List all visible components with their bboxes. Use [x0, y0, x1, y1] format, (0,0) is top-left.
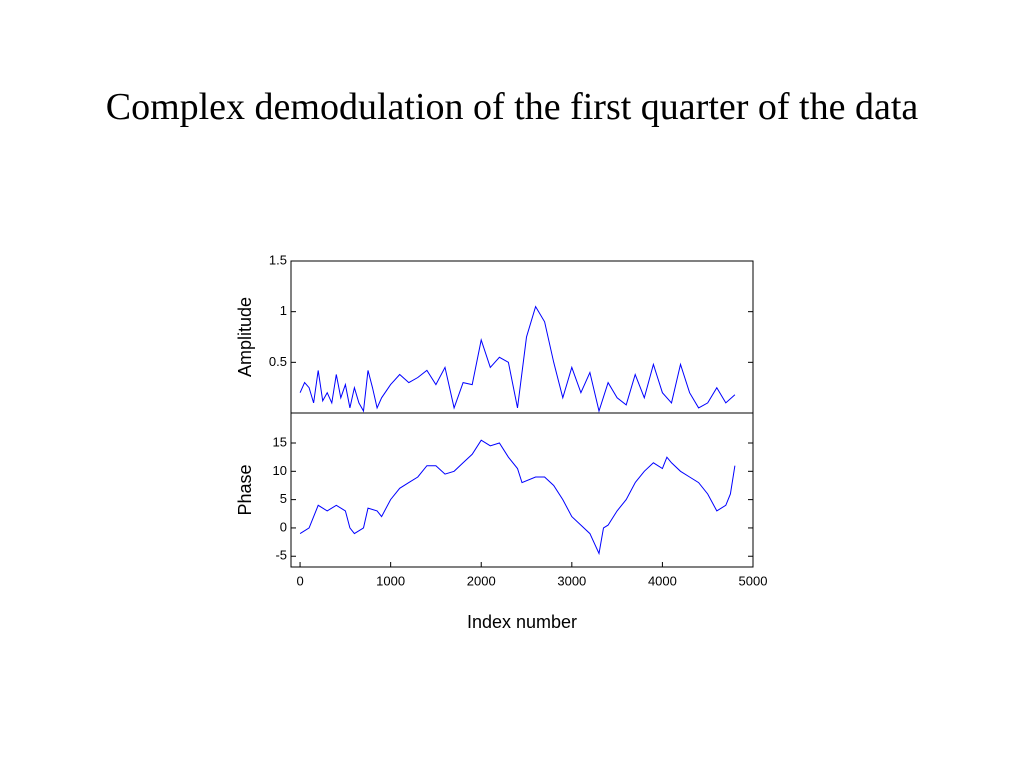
x-tick-label: 1000: [376, 573, 405, 588]
y-tick-label: 10: [273, 463, 287, 478]
y-tick-label: 1.5: [269, 252, 287, 267]
x-tick-label: 3000: [557, 573, 586, 588]
x-axis-label: Index number: [467, 612, 577, 632]
plot-frame: [290, 412, 754, 568]
x-tick-label: 2000: [467, 573, 496, 588]
y-axis-label: Phase: [235, 464, 255, 515]
slide-title: Complex demodulation of the first quarte…: [105, 86, 919, 128]
y-tick-label: 0: [280, 519, 287, 534]
data-line: [299, 305, 736, 413]
y-tick-label: 1: [280, 303, 287, 318]
x-tick-label: 5000: [739, 573, 768, 588]
plot-frame: [290, 260, 754, 414]
y-tick-label: 5: [280, 491, 287, 506]
x-tick-label: 4000: [648, 573, 677, 588]
x-tick-label: 0: [296, 573, 303, 588]
y-tick-label: 0.5: [269, 354, 287, 369]
y-tick-label: -5: [275, 548, 287, 563]
data-line: [299, 439, 736, 556]
y-tick-label: 15: [273, 434, 287, 449]
y-axis-label: Amplitude: [235, 297, 255, 377]
